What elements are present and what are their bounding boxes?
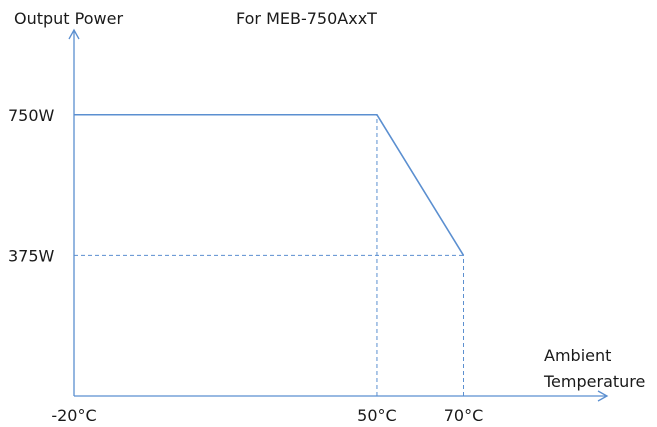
x-tick-label: 70°C (444, 406, 484, 425)
x-axis-label-line-1: Ambient (544, 346, 611, 365)
labels: Output Power For MEB-750AxxT Ambient Tem… (14, 9, 645, 391)
axes (68, 28, 609, 402)
tick-labels: -20°C 50°C 70°C 750W 375W (8, 106, 483, 425)
series-line-0 (74, 113, 465, 256)
x-tick-label: -20°C (51, 406, 96, 425)
x-axis-label-line-2: Temperature (543, 372, 645, 391)
y-tick-label: 375W (8, 246, 55, 265)
guide-lines (74, 114, 465, 396)
x-axis-arrowhead (597, 390, 609, 402)
chart-title: For MEB-750AxxT (236, 9, 377, 28)
y-tick-label: 750W (8, 106, 55, 125)
y-axis-label: Output Power (14, 9, 123, 28)
x-tick-label: 50°C (357, 406, 397, 425)
y-axis-arrowhead (68, 28, 80, 40)
series (74, 113, 465, 256)
